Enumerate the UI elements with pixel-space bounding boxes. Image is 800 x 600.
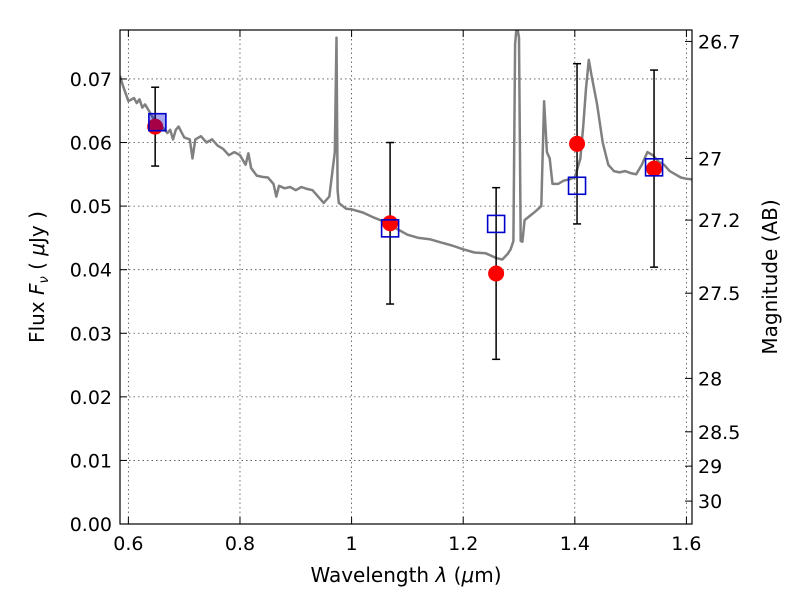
y2-tick-label: 26.7 <box>698 31 740 53</box>
y-tick-label: 0.01 <box>70 450 112 472</box>
y2-tick-label: 29 <box>698 456 722 478</box>
y-tick-label: 0.04 <box>70 260 112 282</box>
y-tick-label: 0.00 <box>70 514 112 536</box>
x-axis-ticks: 0.6 0.8 1 1.2 1.4 1.6 <box>113 30 702 555</box>
y2-tick-label: 28 <box>698 368 722 390</box>
y2-tick-label: 27.5 <box>698 283 740 305</box>
plot-background <box>120 30 692 524</box>
observed-point <box>488 265 505 282</box>
y-axis-title: Flux Fν ( μJy ) <box>25 211 52 343</box>
y2-axis-ticks: 26.7 27 27.2 27.5 28 28.5 29 30 <box>685 31 740 513</box>
model-spectrum-line <box>120 30 692 261</box>
model-band-point <box>148 112 167 132</box>
model-band-point <box>380 219 400 238</box>
y-tick-label: 0.02 <box>70 387 112 409</box>
observed-point <box>569 135 586 152</box>
y2-tick-label: 28.5 <box>698 422 740 444</box>
observed-point <box>646 160 663 177</box>
observed-point <box>382 215 399 232</box>
y-tick-label: 0.05 <box>70 196 112 218</box>
plot-frame <box>119 29 693 525</box>
y2-tick-label: 30 <box>698 491 722 513</box>
model-band-point <box>644 158 664 177</box>
y-tick-label: 0.06 <box>70 133 112 155</box>
x-tick-label: 1.2 <box>448 533 478 555</box>
x-tick-label: 0.8 <box>225 533 255 555</box>
x-tick-label: 1.4 <box>560 533 590 555</box>
model-spectrum <box>120 30 692 261</box>
model-band-points <box>148 112 664 238</box>
x-tick-label: 0.6 <box>113 533 143 555</box>
model-band-point <box>567 176 587 196</box>
y2-axis-title: Magnitude (AB) <box>758 199 782 354</box>
y-tick-label: 0.03 <box>70 323 112 345</box>
y-tick-label: 0.07 <box>70 69 112 91</box>
x-tick-label: 1.6 <box>671 533 701 555</box>
model-band-point <box>486 214 506 234</box>
y2-tick-label: 27.2 <box>698 210 740 232</box>
y2-tick-label: 27 <box>698 148 722 170</box>
x-axis-title: Wavelength λ (μm) <box>310 563 501 587</box>
y-axis-ticks: 0.00 0.01 0.02 0.03 0.04 0.05 0.06 0.07 <box>70 69 127 536</box>
x-tick-label: 1 <box>346 533 358 555</box>
